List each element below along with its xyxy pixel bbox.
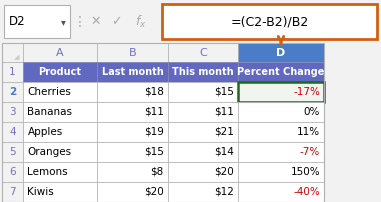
- Text: ▾: ▾: [61, 17, 66, 27]
- Text: 150%: 150%: [290, 167, 320, 177]
- Bar: [97, 62, 168, 82]
- Text: D: D: [276, 47, 286, 58]
- Bar: [97, 82, 168, 102]
- Bar: [97, 122, 168, 142]
- Text: C: C: [199, 47, 207, 58]
- Text: ⋮: ⋮: [73, 15, 87, 29]
- Text: Bananas: Bananas: [27, 107, 72, 117]
- Bar: [97, 43, 168, 62]
- Bar: [4, 5, 70, 38]
- Text: -17%: -17%: [293, 87, 320, 97]
- Text: Oranges: Oranges: [27, 147, 72, 157]
- Text: -40%: -40%: [293, 187, 320, 197]
- Bar: [2, 43, 23, 62]
- Bar: [238, 142, 324, 162]
- Bar: [238, 62, 324, 82]
- Bar: [238, 43, 324, 62]
- Bar: [97, 182, 168, 202]
- Bar: [162, 4, 377, 39]
- Text: Apples: Apples: [27, 127, 63, 137]
- Bar: [168, 43, 238, 62]
- Text: $11: $11: [144, 107, 164, 117]
- Bar: [2, 162, 23, 182]
- Text: A: A: [56, 47, 64, 58]
- Bar: [23, 82, 97, 102]
- Text: $f_x$: $f_x$: [135, 14, 147, 30]
- Bar: [238, 102, 324, 122]
- Text: $8: $8: [150, 167, 164, 177]
- Text: 1: 1: [9, 67, 16, 77]
- Bar: [0, 0, 381, 43]
- Bar: [2, 82, 23, 102]
- Text: $20: $20: [215, 167, 234, 177]
- Text: $15: $15: [215, 87, 234, 97]
- Text: 4: 4: [9, 127, 16, 137]
- Bar: [168, 162, 238, 182]
- Text: 5: 5: [9, 147, 16, 157]
- Bar: [168, 102, 238, 122]
- Text: 0%: 0%: [304, 107, 320, 117]
- Bar: [238, 182, 324, 202]
- Bar: [23, 122, 97, 142]
- Text: $18: $18: [144, 87, 164, 97]
- Bar: [97, 102, 168, 122]
- Bar: [168, 62, 238, 82]
- Bar: [23, 102, 97, 122]
- Bar: [168, 182, 238, 202]
- Text: B: B: [128, 47, 136, 58]
- Text: Cherries: Cherries: [27, 87, 71, 97]
- Bar: [238, 162, 324, 182]
- Text: ◢: ◢: [14, 55, 19, 61]
- Text: Last month: Last month: [101, 67, 163, 77]
- Bar: [23, 182, 97, 202]
- Bar: [2, 182, 23, 202]
- Bar: [2, 43, 324, 202]
- Text: $14: $14: [215, 147, 234, 157]
- Text: 3: 3: [9, 107, 16, 117]
- Bar: [2, 142, 23, 162]
- Text: ✕: ✕: [90, 15, 101, 28]
- Bar: [2, 102, 23, 122]
- Text: 6: 6: [9, 167, 16, 177]
- Text: ✓: ✓: [111, 15, 122, 28]
- Text: $19: $19: [144, 127, 164, 137]
- Text: $11: $11: [215, 107, 234, 117]
- Bar: [168, 82, 238, 102]
- Bar: [2, 122, 23, 142]
- Text: Percent Change: Percent Change: [237, 67, 325, 77]
- Bar: [168, 142, 238, 162]
- Text: 7: 7: [9, 187, 16, 197]
- Bar: [238, 82, 324, 102]
- Text: =(C2-B2)/B2: =(C2-B2)/B2: [231, 15, 309, 28]
- Text: Product: Product: [38, 67, 82, 77]
- Text: D2: D2: [8, 15, 25, 28]
- Text: 11%: 11%: [297, 127, 320, 137]
- Bar: [23, 142, 97, 162]
- Text: Kiwis: Kiwis: [27, 187, 54, 197]
- Text: 2: 2: [9, 87, 16, 97]
- Text: Lemons: Lemons: [27, 167, 68, 177]
- Text: This month: This month: [172, 67, 234, 77]
- Bar: [23, 62, 97, 82]
- Bar: [238, 122, 324, 142]
- Bar: [2, 62, 23, 82]
- Bar: [97, 162, 168, 182]
- Text: -7%: -7%: [300, 147, 320, 157]
- Text: $21: $21: [215, 127, 234, 137]
- Text: $12: $12: [215, 187, 234, 197]
- Bar: [97, 142, 168, 162]
- Text: $20: $20: [144, 187, 164, 197]
- Bar: [23, 43, 97, 62]
- Bar: [23, 162, 97, 182]
- Bar: [168, 122, 238, 142]
- Text: $15: $15: [144, 147, 164, 157]
